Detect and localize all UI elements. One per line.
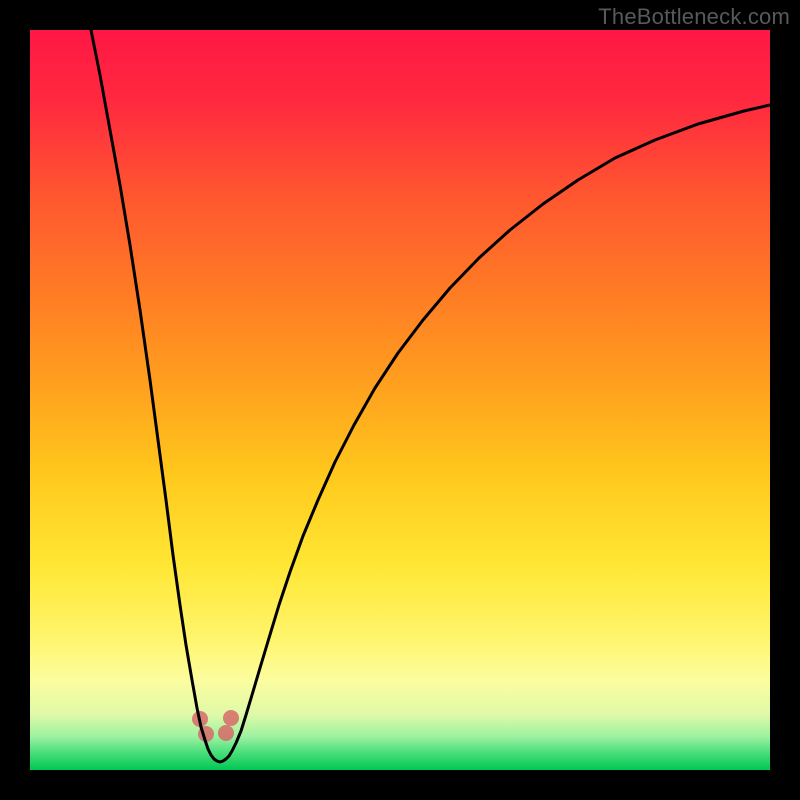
gradient-background: [30, 30, 770, 770]
plot-svg: [30, 30, 770, 770]
plot-area: [30, 30, 770, 770]
marker-point: [223, 710, 239, 726]
attribution-text: TheBottleneck.com: [598, 4, 790, 30]
chart-frame: TheBottleneck.com: [0, 0, 800, 800]
marker-point: [218, 725, 234, 741]
